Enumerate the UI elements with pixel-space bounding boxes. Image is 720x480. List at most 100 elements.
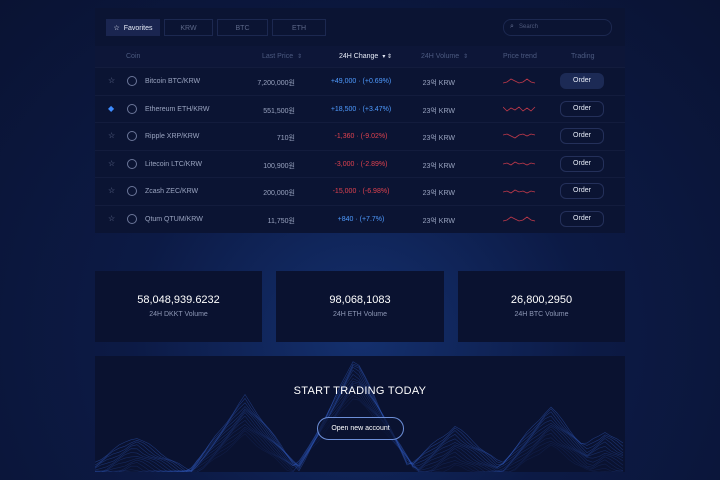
stat-label: 24H DKKT Volume bbox=[149, 311, 208, 318]
sparkline bbox=[503, 105, 536, 112]
search-box[interactable]: ⌕ Search bbox=[503, 19, 612, 36]
header-label: Price trend bbox=[503, 53, 537, 60]
mountain-line bbox=[95, 361, 624, 472]
volume: 23억 KRW bbox=[422, 190, 455, 197]
sort-icon: ⇕ bbox=[463, 54, 469, 60]
star-icon: ☆ bbox=[113, 25, 120, 32]
mountain-line bbox=[95, 398, 624, 472]
order-button[interactable]: Order bbox=[560, 183, 604, 199]
sparkline bbox=[503, 78, 536, 84]
mountain-line bbox=[95, 384, 624, 472]
header-label: 24H Change bbox=[339, 53, 379, 60]
column-header: Last Price ⇕ bbox=[262, 53, 302, 60]
sort-icon: ▾ ⇕ bbox=[382, 54, 393, 60]
sparkline-path bbox=[503, 78, 536, 84]
order-button[interactable]: Order bbox=[560, 210, 604, 227]
coin-name[interactable]: Ethereum ETH/KRW bbox=[145, 105, 210, 113]
header-label: Coin bbox=[126, 53, 141, 60]
order-button[interactable]: Order bbox=[560, 128, 604, 144]
last-price: 100,900원 bbox=[263, 162, 295, 170]
coin-icon bbox=[127, 103, 137, 114]
open-account-button[interactable]: Open new account bbox=[317, 417, 404, 440]
stat-label: 24H BTC Volume bbox=[514, 311, 569, 318]
volume: 23억 KRW bbox=[422, 107, 455, 115]
favorite-star[interactable]: ☆ bbox=[108, 76, 116, 85]
table-row: ☆ Litecoin LTC/KRW 100,900원 -3,000 · (-2.89… bbox=[95, 149, 625, 178]
sparkline bbox=[503, 189, 536, 194]
tab-label: Favorites bbox=[123, 25, 153, 32]
favorite-star[interactable]: ☆ bbox=[108, 186, 116, 195]
cta-panel: START TRADING TODAY Open new account bbox=[95, 356, 625, 472]
mountains bbox=[95, 361, 624, 472]
sparkline-path bbox=[503, 105, 536, 112]
mountain-line bbox=[95, 386, 624, 472]
header-label: Last Price bbox=[262, 53, 294, 60]
header-label: Trading bbox=[571, 53, 595, 60]
volume: 23억 KRW bbox=[422, 80, 455, 87]
coin-icon bbox=[127, 131, 137, 141]
coin-name[interactable]: Litecoin LTC/KRW bbox=[145, 160, 202, 168]
coin-icon bbox=[127, 158, 137, 169]
coin-name[interactable]: Ripple XRP/KRW bbox=[145, 133, 200, 140]
price-change: -1,360 · (-9.02%) bbox=[334, 133, 388, 140]
price-change: -15,000 · (-6.98%) bbox=[332, 188, 390, 195]
coin-icon bbox=[127, 213, 137, 224]
sparkline-path bbox=[503, 161, 536, 165]
header-label: 24H Volume bbox=[421, 53, 460, 60]
favorite-star[interactable]: ☆ bbox=[108, 158, 116, 168]
volume: 23억 KRW bbox=[422, 217, 455, 225]
coin-icon bbox=[127, 76, 137, 86]
favorite-star[interactable]: ☆ bbox=[108, 213, 116, 223]
sort-icon: ⇕ bbox=[297, 54, 303, 60]
mountain-line bbox=[95, 369, 624, 472]
mountain-line bbox=[95, 382, 624, 472]
header-band bbox=[95, 46, 625, 67]
coin-icon bbox=[127, 186, 137, 196]
sparkline bbox=[503, 161, 536, 165]
last-price: 551,500원 bbox=[263, 107, 295, 115]
sparkline bbox=[503, 216, 536, 221]
stat-card: 26,800,2950 24H BTC Volume bbox=[458, 271, 625, 342]
sparkline-path bbox=[503, 216, 536, 221]
column-header: Price trend bbox=[503, 53, 537, 60]
table-row: ◆ Ethereum ETH/KRW 551,500원 +18,500 · (+3.4… bbox=[95, 94, 625, 123]
stat-value: 58,048,939.6232 bbox=[137, 294, 220, 306]
volume: 23억 KRW bbox=[422, 162, 455, 170]
last-price: 7,200,000원 bbox=[257, 80, 295, 87]
last-price: 11,750원 bbox=[267, 217, 295, 225]
coin-name[interactable]: Zcash ZEC/KRW bbox=[145, 188, 199, 195]
order-button[interactable]: Order bbox=[560, 100, 604, 117]
tab[interactable]: ☆ Favorites bbox=[106, 19, 160, 36]
column-header: Coin bbox=[126, 53, 140, 60]
table-row: ☆ Qtum QTUM/KRW 11,750원 +840 · (+7.7%) 23억 K… bbox=[95, 204, 625, 233]
stat-value: 26,800,2950 bbox=[510, 294, 573, 306]
coin-name[interactable]: Qtum QTUM/KRW bbox=[145, 215, 203, 223]
coin-name[interactable]: Bitcoin BTC/KRW bbox=[145, 78, 201, 85]
tab[interactable]: BTC bbox=[217, 19, 268, 36]
mountain-line bbox=[95, 381, 624, 472]
stat-label: 24H ETH Volume bbox=[332, 311, 388, 318]
stat-value: 98,068,1083 bbox=[329, 294, 391, 306]
market-panel bbox=[95, 8, 625, 233]
price-change: +49,000 · (+0.69%) bbox=[330, 78, 392, 85]
price-change: +18,500 · (+3.47%) bbox=[330, 105, 392, 113]
volume: 23억 KRW bbox=[422, 135, 455, 142]
tab[interactable]: ETH bbox=[272, 19, 326, 36]
cta-title: START TRADING TODAY bbox=[293, 385, 427, 397]
mountain-line bbox=[95, 363, 624, 472]
search-icon: ⌕ bbox=[510, 23, 514, 30]
tab-label: BTC bbox=[235, 25, 250, 32]
favorite-star[interactable]: ☆ bbox=[108, 131, 116, 140]
mountain-line bbox=[95, 390, 624, 472]
price-change: +840 · (+7.7%) bbox=[337, 215, 385, 223]
mountain-line bbox=[95, 366, 624, 472]
order-button[interactable]: Order bbox=[560, 73, 604, 89]
last-price: 710원 bbox=[276, 135, 295, 142]
tab-label: KRW bbox=[180, 25, 197, 32]
table-row: ☆ Bitcoin BTC/KRW 7,200,000원 +49,000 · (+0.… bbox=[95, 67, 625, 95]
tab[interactable]: KRW bbox=[164, 19, 213, 36]
sparkline-path bbox=[503, 133, 536, 139]
favorite-star[interactable]: ◆ bbox=[108, 103, 115, 113]
order-button[interactable]: Order bbox=[560, 155, 604, 172]
mountain-line bbox=[95, 373, 624, 472]
